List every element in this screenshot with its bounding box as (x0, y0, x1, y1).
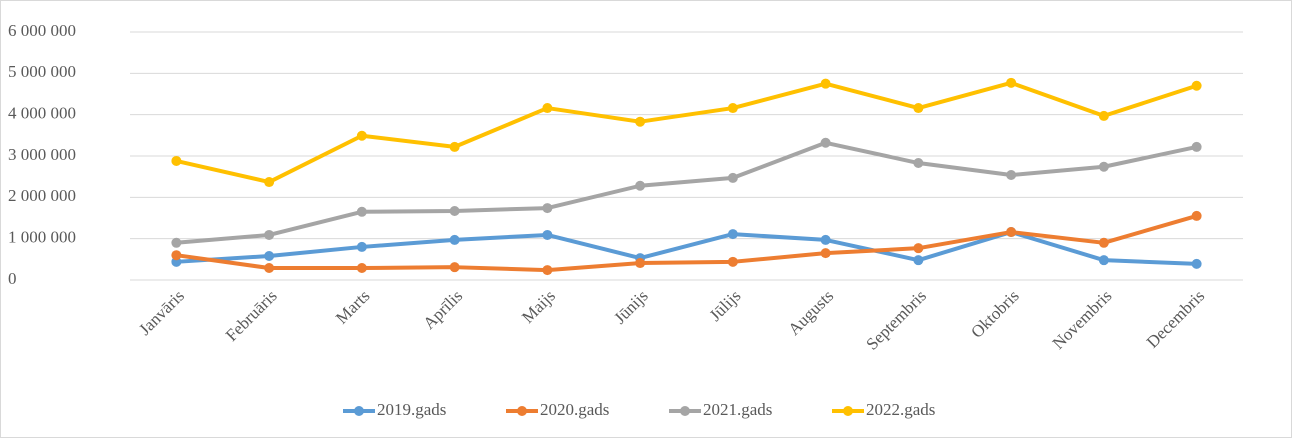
data-point (820, 78, 831, 89)
legend-marker (354, 406, 364, 416)
data-point (1098, 161, 1109, 172)
y-tick-label: 0 (8, 269, 17, 288)
data-point (820, 137, 831, 148)
data-point (264, 177, 275, 188)
data-point (913, 158, 924, 169)
data-point (1191, 210, 1202, 221)
y-tick-label: 3 000 000 (8, 145, 76, 164)
data-point (913, 255, 924, 266)
data-point (635, 116, 646, 127)
data-point (727, 103, 738, 114)
series-line (176, 214, 1198, 273)
data-point (727, 172, 738, 183)
data-point (1191, 258, 1202, 269)
data-point (1098, 255, 1109, 266)
y-tick-label: 4 000 000 (8, 104, 76, 123)
data-point (171, 237, 182, 248)
legend-marker (680, 406, 690, 416)
data-point (542, 103, 553, 114)
series-line (175, 80, 1198, 185)
data-point (449, 262, 460, 273)
data-point (1098, 237, 1109, 248)
data-point (820, 234, 831, 245)
data-point (913, 103, 924, 114)
data-point (449, 141, 460, 152)
data-point (727, 229, 738, 240)
data-point (356, 263, 367, 274)
data-point (1006, 77, 1017, 88)
data-point (264, 251, 275, 262)
data-point (449, 205, 460, 216)
data-point (264, 229, 275, 240)
legend-label: 2022.gads (866, 400, 935, 419)
data-point (913, 243, 924, 254)
legend-marker (843, 406, 853, 416)
legend-marker (517, 406, 527, 416)
series-line (176, 140, 1198, 245)
y-tick-label: 1 000 000 (8, 228, 76, 247)
data-point (727, 256, 738, 267)
data-point (635, 180, 646, 191)
data-point (449, 234, 460, 245)
data-point (1191, 80, 1202, 91)
data-point (542, 265, 553, 276)
data-point (171, 155, 182, 166)
data-point (171, 250, 182, 261)
data-point (542, 203, 553, 214)
data-point (1006, 170, 1017, 181)
data-point (356, 130, 367, 141)
data-point (542, 229, 553, 240)
data-point (356, 241, 367, 252)
y-tick-label: 2 000 000 (8, 186, 76, 205)
data-point (635, 258, 646, 269)
data-point (820, 248, 831, 259)
y-tick-label: 5 000 000 (8, 62, 76, 81)
legend-label: 2019.gads (377, 400, 446, 419)
data-point (1006, 227, 1017, 238)
legend-label: 2020.gads (540, 400, 609, 419)
data-point (1191, 141, 1202, 152)
legend-label: 2021.gads (703, 400, 772, 419)
series-line (176, 230, 1197, 266)
data-point (356, 206, 367, 217)
data-point (264, 263, 275, 274)
y-tick-label: 6 000 000 (8, 21, 76, 40)
data-point (1098, 110, 1109, 121)
